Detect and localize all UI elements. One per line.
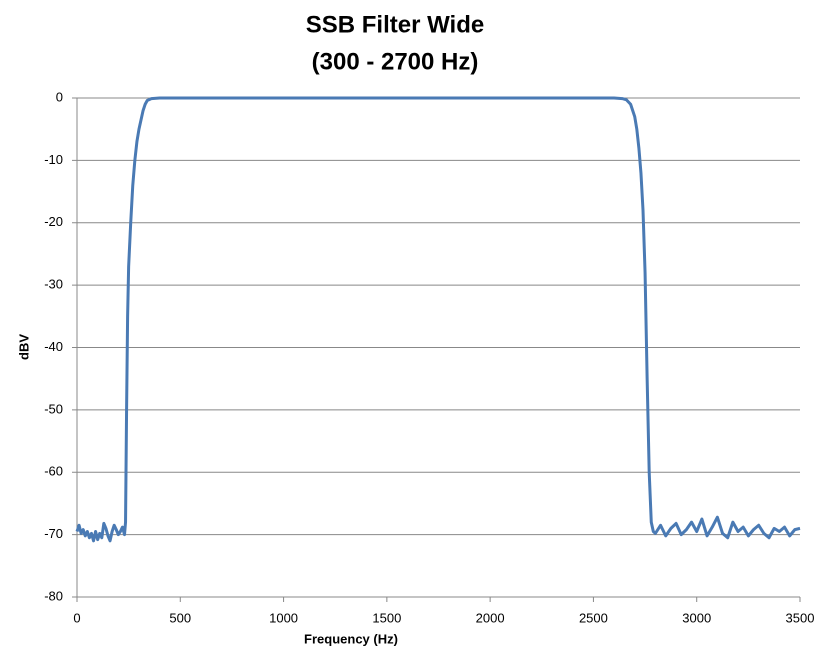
x-tick-label: 0 [73,610,80,625]
y-axis-title: dBV [16,334,31,360]
x-tick-label: 1000 [269,610,298,625]
x-tick-label: 2500 [579,610,608,625]
x-axis-title: Frequency (Hz) [304,631,398,646]
x-tick-label: 3500 [786,610,815,625]
chart-subtitle: (300 - 2700 Hz) [312,48,479,75]
y-tick-label: -10 [44,152,63,167]
chart-title: SSB Filter Wide [306,11,484,38]
x-tick-label: 3000 [682,610,711,625]
y-tick-label: -30 [44,277,63,292]
x-tick-label: 1500 [372,610,401,625]
y-tick-label: 0 [56,89,63,104]
line [75,96,801,543]
y-tick-label: -70 [44,526,63,541]
y-tick-label: -20 [44,214,63,229]
x-tick-label: 2000 [476,610,505,625]
y-tick-label: -50 [44,401,63,416]
y-tick-label: -60 [44,464,63,479]
y-tick-label: -40 [44,339,63,354]
y-tick-label: -80 [44,588,63,603]
x-tick-label: 500 [169,610,191,625]
